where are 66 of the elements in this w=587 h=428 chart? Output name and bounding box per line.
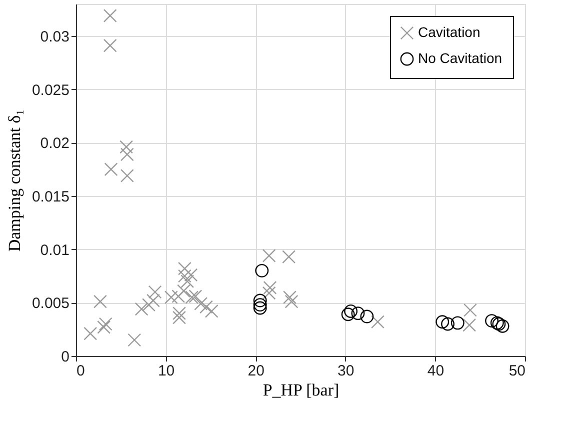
point — [184, 268, 198, 282]
point — [262, 286, 276, 300]
point — [148, 285, 162, 299]
point — [253, 294, 267, 308]
point — [344, 304, 358, 318]
point — [103, 9, 117, 22]
y-tick-label: 0.005 — [32, 295, 70, 312]
point — [164, 290, 178, 304]
x-axis-title: P_HP [bar] — [262, 380, 340, 400]
point — [94, 294, 107, 308]
point — [172, 306, 186, 320]
point — [199, 300, 213, 314]
point — [204, 304, 218, 318]
point — [464, 303, 477, 317]
x-tick-label: 40 — [427, 362, 444, 380]
point — [97, 320, 111, 334]
x-tick-label: 30 — [338, 362, 354, 380]
y-axis-title: Damping constant δ₁ — [4, 109, 24, 252]
y-tick-label: 0 — [61, 348, 70, 366]
point — [188, 290, 202, 303]
point — [172, 310, 186, 324]
point — [436, 315, 450, 329]
x-tick-label: 0 — [76, 362, 85, 380]
point — [360, 310, 374, 324]
y-tick-label: 0.02 — [40, 135, 70, 152]
point — [178, 262, 192, 276]
y-tick-label: 0.03 — [40, 28, 70, 46]
point — [194, 297, 208, 310]
point — [255, 264, 269, 278]
point — [120, 169, 134, 182]
point — [253, 298, 267, 312]
x-tick-label: 50 — [508, 362, 526, 380]
y-tick-label: 0.015 — [32, 188, 70, 206]
point — [98, 317, 112, 331]
point — [441, 317, 454, 331]
point — [282, 250, 296, 264]
point — [341, 308, 355, 322]
point — [351, 306, 365, 320]
point — [178, 269, 192, 283]
point — [485, 314, 498, 328]
point — [496, 319, 510, 333]
point — [84, 326, 98, 340]
point — [104, 162, 118, 176]
point — [134, 302, 148, 316]
legend-label: Cavitation — [418, 24, 480, 40]
point — [120, 140, 134, 154]
point — [177, 284, 190, 298]
point — [180, 274, 194, 288]
point — [262, 249, 276, 262]
point — [120, 148, 134, 162]
point — [128, 333, 142, 347]
point — [450, 316, 464, 330]
point — [146, 294, 160, 308]
x-tick-label: 10 — [158, 362, 175, 380]
x-tick-label: 20 — [248, 362, 264, 380]
legend-label: No Cavitation — [418, 50, 502, 66]
point — [103, 38, 117, 52]
point — [283, 290, 296, 304]
y-tick-label: 0.025 — [32, 82, 70, 99]
point — [253, 301, 267, 315]
point — [371, 315, 384, 329]
point — [263, 281, 277, 294]
point — [284, 294, 298, 308]
point — [142, 298, 156, 312]
y-tick-label: 0.01 — [40, 242, 70, 259]
point — [462, 318, 476, 332]
